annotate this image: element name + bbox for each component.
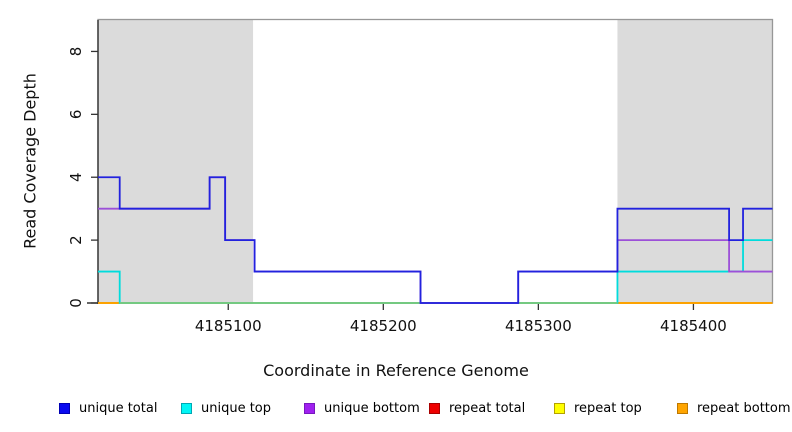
coverage-chart-svg: 0 2 4 6 8 4185100 4185200 4185300 4185400	[67, 18, 774, 335]
legend-label: repeat total	[449, 400, 526, 416]
legend-item-unique-bottom: unique bottom	[304, 398, 420, 418]
legend-swatch-icon	[304, 402, 315, 414]
legend-item-repeat-bottom: repeat bottom	[677, 398, 791, 418]
y-tick-label: 6	[67, 110, 85, 120]
legend-label: repeat bottom	[697, 400, 791, 416]
legend-item-unique-total: unique total	[59, 398, 157, 418]
y-axis-title: Read Coverage Depth	[20, 73, 40, 249]
legend-label: unique bottom	[324, 400, 420, 416]
legend-item-unique-top: unique top	[181, 398, 271, 418]
x-tick-label: 4185300	[505, 317, 572, 335]
x-axis-title: Coordinate in Reference Genome	[263, 361, 529, 380]
legend-swatch-icon	[59, 402, 70, 414]
series-line-unique-total	[98, 176, 773, 304]
x-tick-label: 4185100	[195, 317, 262, 335]
legend-label: repeat top	[574, 400, 642, 416]
x-tick-label: 4185200	[350, 317, 417, 335]
repeat-region-shading	[98, 20, 254, 303]
legend-swatch-icon	[181, 402, 192, 414]
legend-label: unique total	[79, 400, 158, 416]
legend: unique total unique top unique bottom repea…	[0, 398, 792, 420]
y-tick-label: 0	[67, 298, 85, 308]
repeat-region-shading	[617, 20, 773, 303]
y-tick-label: 4	[67, 172, 85, 182]
x-tick-label: 4185400	[660, 317, 727, 335]
legend-swatch-icon	[554, 402, 565, 414]
legend-item-repeat-total: repeat total	[429, 398, 525, 418]
legend-label: unique top	[201, 400, 272, 416]
series-line-unique-top	[98, 239, 773, 304]
legend-item-repeat-top: repeat top	[554, 398, 642, 418]
legend-swatch-icon	[429, 402, 440, 414]
y-tick-label: 2	[67, 235, 85, 245]
y-tick-label: 8	[67, 47, 85, 57]
legend-swatch-icon	[677, 402, 688, 414]
